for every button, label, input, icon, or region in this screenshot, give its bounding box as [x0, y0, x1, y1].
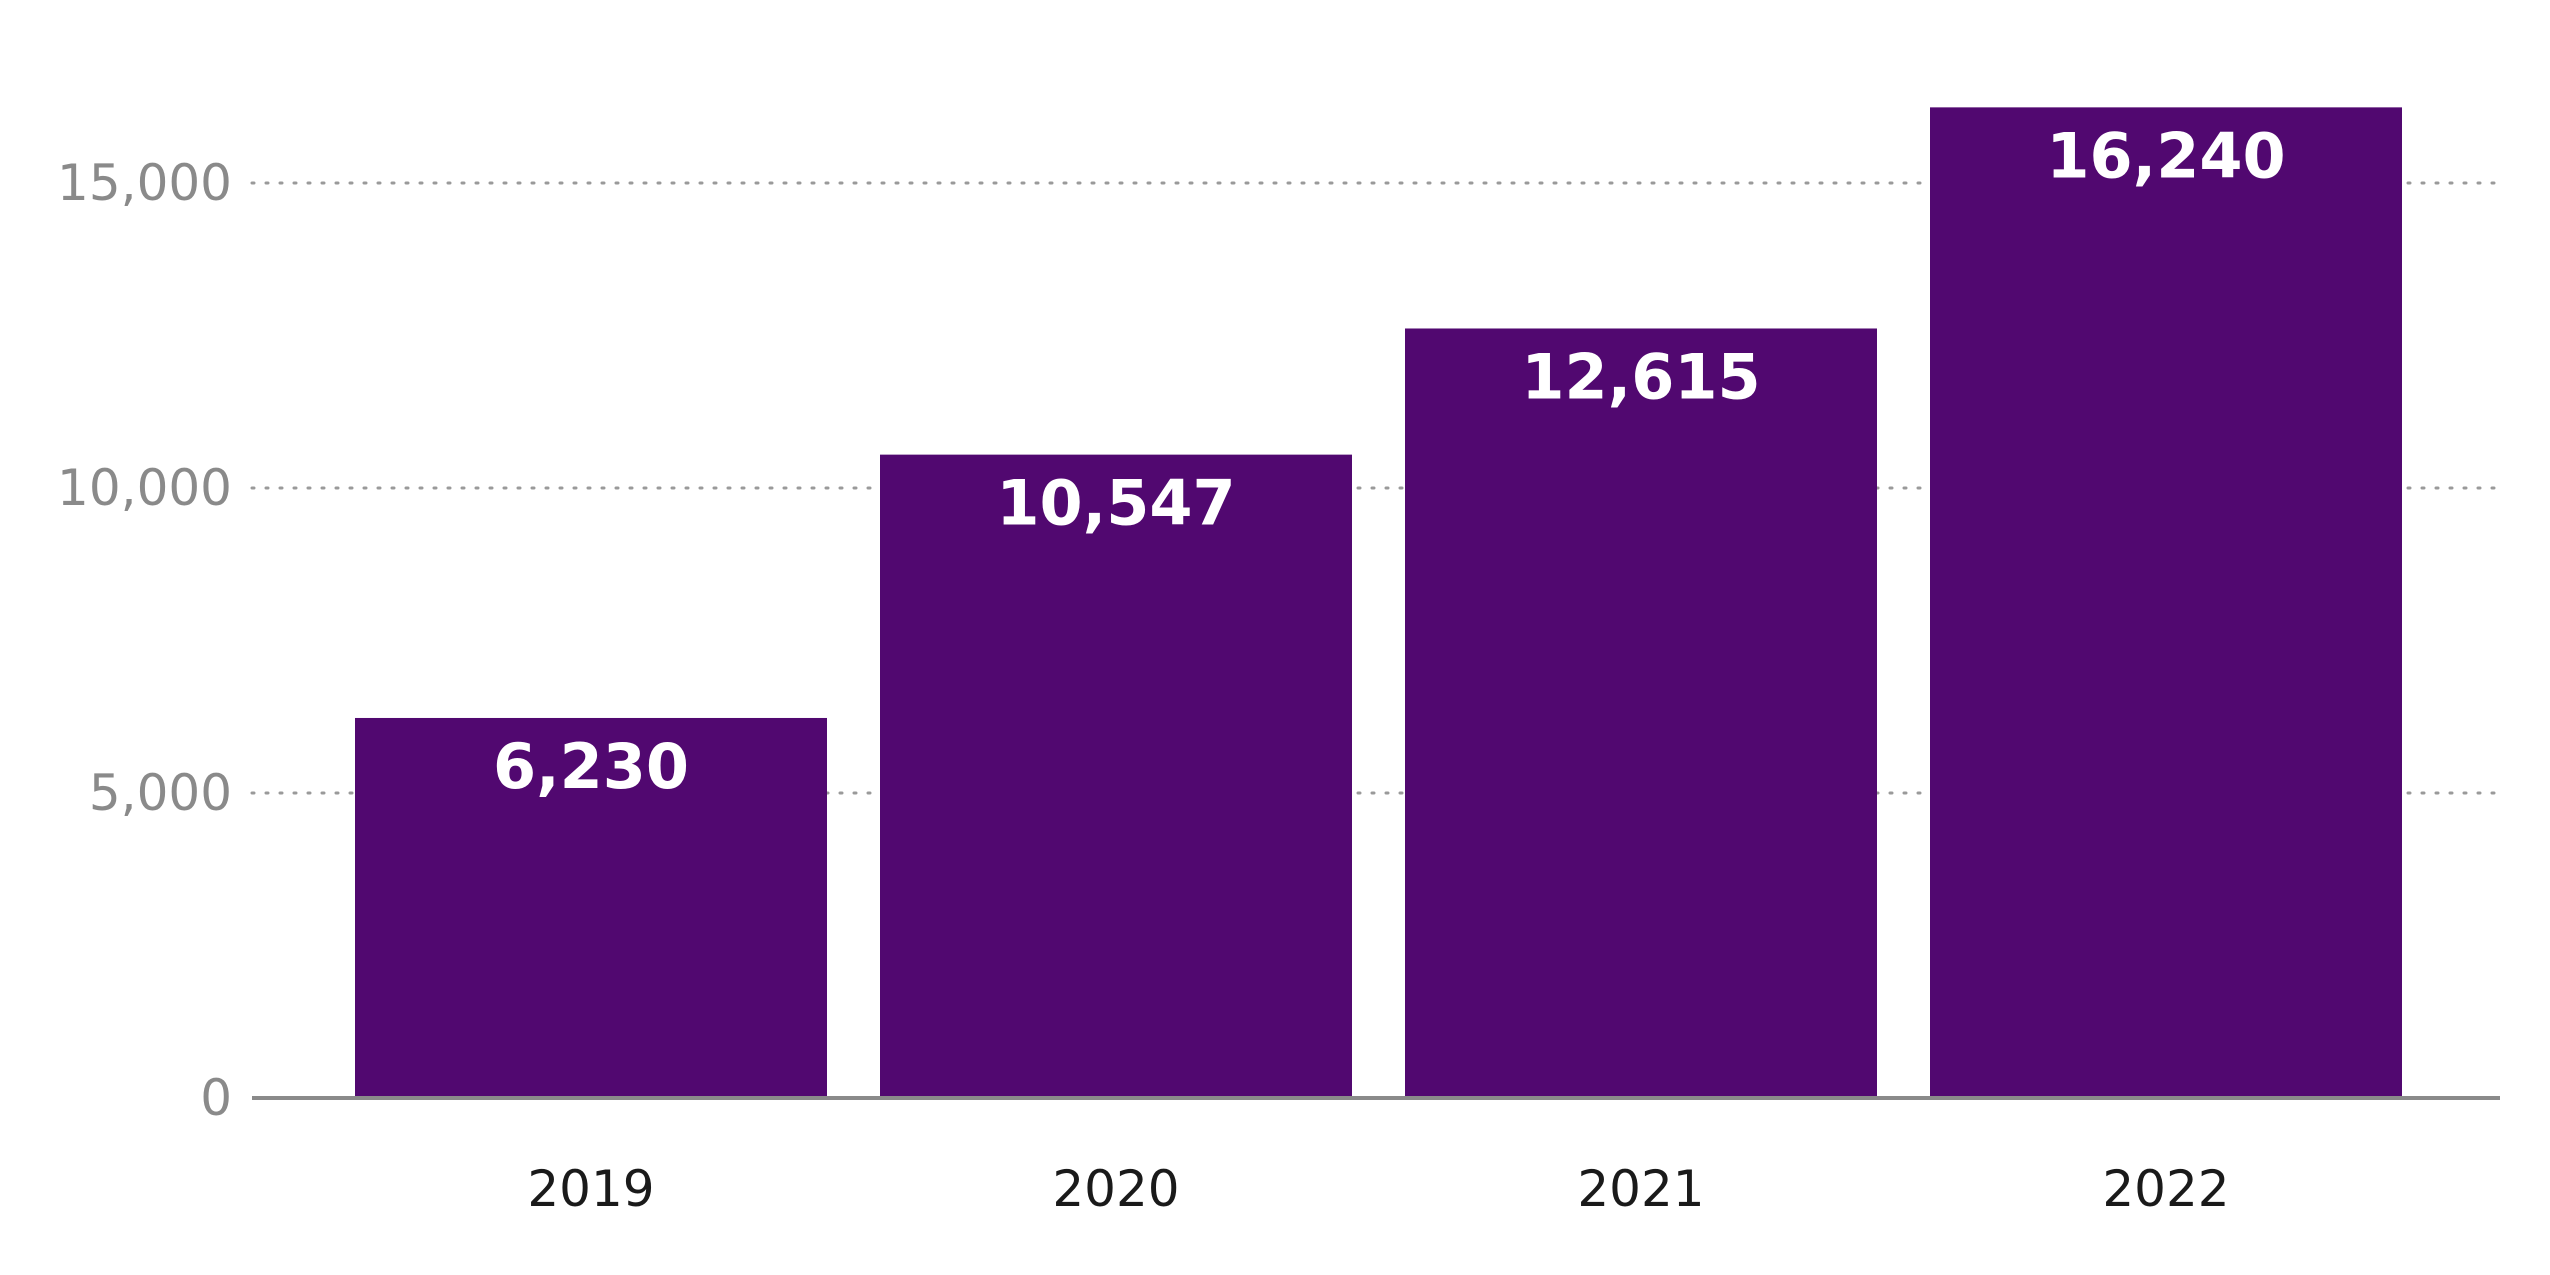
bar-2019 [355, 717, 827, 1098]
bar-value-label: 10,547 [996, 467, 1235, 540]
bars [355, 107, 2402, 1099]
labels: 0 5,000 10,000 15,000 6,230 2019 10,547 2020 12,… [57, 119, 2286, 1218]
y-tick-label: 0 [200, 1069, 232, 1127]
x-category-label: 2022 [2102, 1160, 2229, 1218]
y-tick-label: 5,000 [89, 764, 232, 822]
bar-value-label: 6,230 [493, 730, 689, 803]
x-category-label: 2020 [1052, 1160, 1179, 1218]
bar-value-label: 12,615 [1521, 340, 1760, 413]
y-tick-label: 15,000 [57, 154, 232, 212]
x-category-label: 2021 [1577, 1160, 1704, 1218]
x-category-label: 2019 [527, 1160, 654, 1218]
bar-2021 [1405, 328, 1877, 1098]
bar-value-label: 16,240 [2046, 119, 2285, 192]
bar-2022 [1930, 107, 2402, 1099]
bar-2020 [880, 454, 1352, 1098]
y-tick-label: 10,000 [57, 459, 232, 517]
